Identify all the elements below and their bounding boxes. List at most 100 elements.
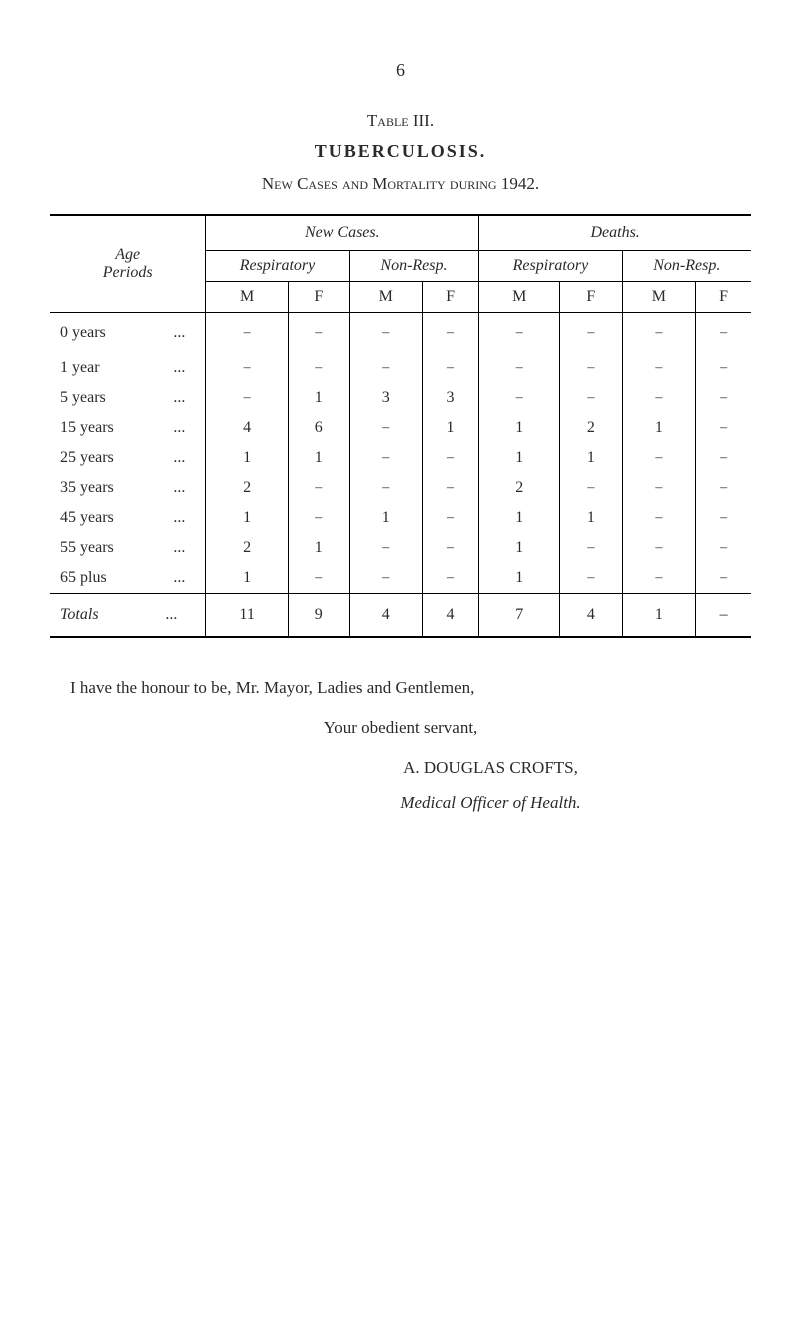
table-cell: –	[288, 503, 349, 533]
table-cell: 1	[479, 563, 560, 594]
table-row: 5 years...–133––––	[50, 383, 751, 413]
header-f-2: F	[422, 282, 478, 313]
header-m-3: M	[479, 282, 560, 313]
header-m-4: M	[622, 282, 696, 313]
row-label: 25 years...	[50, 443, 206, 473]
table-cell: –	[622, 313, 696, 353]
table-cell: 1	[622, 413, 696, 443]
table-cell: –	[422, 443, 478, 473]
table-cell: –	[696, 443, 751, 473]
closing-text: I have the honour to be, Mr. Mayor, Ladi…	[50, 678, 751, 813]
table-cell: –	[422, 353, 478, 383]
table-cell: 3	[422, 383, 478, 413]
table-cell: 2	[206, 473, 289, 503]
table-cell: –	[288, 563, 349, 594]
table-cell: –	[349, 533, 422, 563]
table-cell: 1	[349, 503, 422, 533]
row-label: 1 year...	[50, 353, 206, 383]
header-m-1: M	[206, 282, 289, 313]
table-cell: 1	[288, 383, 349, 413]
header-deaths: Deaths.	[479, 215, 751, 251]
table-cell: –	[622, 443, 696, 473]
table-cell: –	[560, 473, 622, 503]
table-cell: 1	[206, 503, 289, 533]
table-row: 45 years...1–1–11––	[50, 503, 751, 533]
table-cell: –	[622, 503, 696, 533]
table-cell: 1	[479, 533, 560, 563]
table-cell: 4	[206, 413, 289, 443]
totals-label-text: Totals	[60, 606, 99, 623]
table-cell: –	[622, 383, 696, 413]
table-row: 0 years...––––––––	[50, 313, 751, 353]
row-label: 15 years...	[50, 413, 206, 443]
totals-cell: 7	[479, 593, 560, 637]
totals-cell: 4	[349, 593, 422, 637]
table-cell: 1	[206, 443, 289, 473]
table-cell: –	[696, 503, 751, 533]
table-cell: –	[422, 313, 478, 353]
table-cell: –	[560, 313, 622, 353]
tuberculosis-table: Age Periods New Cases. Deaths. Respirato…	[50, 214, 751, 638]
row-dots: ...	[173, 449, 185, 467]
row-label-text: 15 years	[60, 419, 114, 436]
age-periods-text: Age Periods	[103, 246, 153, 281]
row-label-text: 35 years	[60, 479, 114, 496]
closing-line4: Medical Officer of Health.	[50, 793, 751, 813]
table-cell: –	[206, 353, 289, 383]
table-cell: –	[622, 353, 696, 383]
table-cell: –	[696, 563, 751, 594]
header-age-periods: Age Periods	[50, 215, 206, 313]
table-cell: –	[479, 353, 560, 383]
table-cell: 1	[206, 563, 289, 594]
table-row: 1 year...––––––––	[50, 353, 751, 383]
row-label-text: 55 years	[60, 539, 114, 556]
row-label-text: 65 plus	[60, 569, 107, 586]
row-dots: ...	[173, 324, 185, 342]
table-cell: –	[696, 383, 751, 413]
table-cell: 6	[288, 413, 349, 443]
row-dots: ...	[173, 509, 185, 527]
totals-dots: ...	[165, 606, 185, 624]
table-cell: 3	[349, 383, 422, 413]
row-dots: ...	[173, 389, 185, 407]
table-cell: 1	[288, 443, 349, 473]
table-cell: –	[288, 473, 349, 503]
header-f-1: F	[288, 282, 349, 313]
row-label-text: 25 years	[60, 449, 114, 466]
table-cell: 1	[479, 443, 560, 473]
table-cell: –	[422, 563, 478, 594]
totals-cell: 11	[206, 593, 289, 637]
row-dots: ...	[173, 359, 185, 377]
table-row: 35 years...2–––2–––	[50, 473, 751, 503]
table-cell: –	[206, 313, 289, 353]
table-cell: –	[560, 383, 622, 413]
table-cell: –	[349, 413, 422, 443]
table-row: 25 years...11––11––	[50, 443, 751, 473]
table-cell: –	[422, 473, 478, 503]
row-dots: ...	[173, 479, 185, 497]
row-dots: ...	[173, 569, 185, 587]
header-resp-2: Respiratory	[479, 251, 622, 282]
table-cell: –	[349, 563, 422, 594]
table-cell: –	[696, 533, 751, 563]
table-cell: –	[349, 443, 422, 473]
row-label: 35 years...	[50, 473, 206, 503]
row-dots: ...	[173, 419, 185, 437]
table-cell: –	[349, 313, 422, 353]
totals-cell: 9	[288, 593, 349, 637]
header-f-4: F	[696, 282, 751, 313]
table-cell: 1	[422, 413, 478, 443]
header-new-cases: New Cases.	[206, 215, 479, 251]
totals-cell: –	[696, 593, 751, 637]
totals-label: Totals ...	[50, 593, 206, 637]
table-cell: 1	[288, 533, 349, 563]
table-subtitle: New Cases and Mortality during 1942.	[50, 174, 751, 194]
table-cell: –	[560, 353, 622, 383]
table-cell: –	[622, 533, 696, 563]
table-cell: –	[422, 533, 478, 563]
row-label: 0 years...	[50, 313, 206, 353]
row-label-text: 5 years	[60, 389, 106, 406]
table-cell: 2	[560, 413, 622, 443]
table-cell: –	[560, 533, 622, 563]
table-row: 65 plus...1–––1–––	[50, 563, 751, 594]
